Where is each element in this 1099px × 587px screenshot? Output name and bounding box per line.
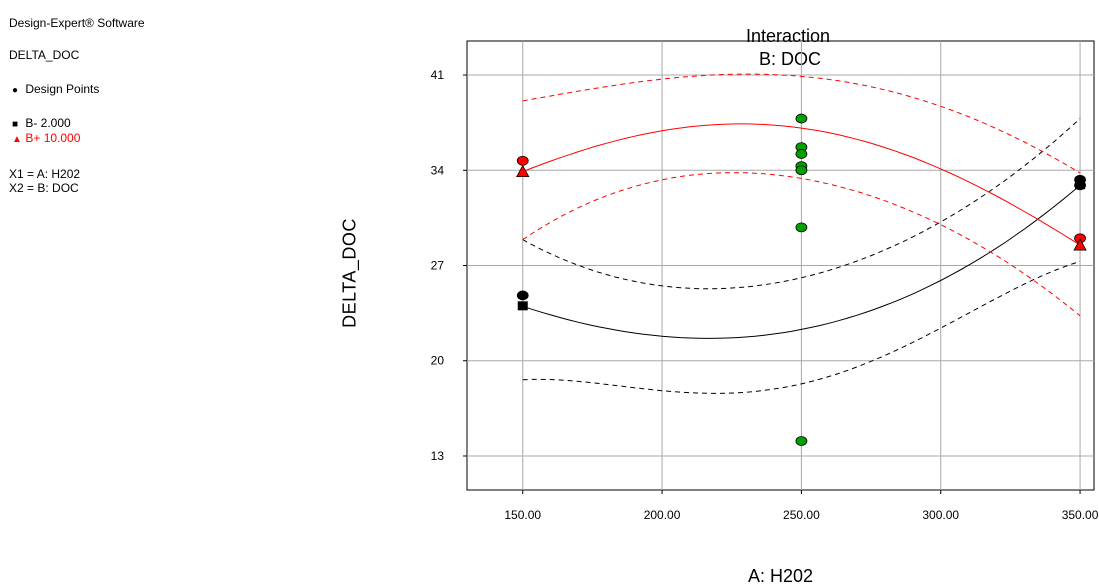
y-tick-label: 20	[431, 354, 445, 368]
x-tick-label: 150.00	[504, 508, 541, 522]
design-point-center	[796, 114, 807, 123]
y-tick-label: 13	[431, 449, 445, 463]
y-tick-label: 34	[431, 163, 445, 177]
design-point-center	[796, 166, 807, 175]
x-tick-label: 300.00	[922, 508, 959, 522]
x-tick-label: 350.00	[1062, 508, 1099, 522]
design-point-high	[517, 156, 528, 165]
y-tick-label: 27	[431, 259, 445, 273]
x-tick-label: 250.00	[783, 508, 820, 522]
design-point-center	[796, 223, 807, 232]
series-marker-square	[518, 301, 528, 310]
series-marker-square	[1075, 180, 1085, 189]
series-marker-triangle	[517, 166, 529, 177]
x-tick-label: 200.00	[644, 508, 681, 522]
design-point-center	[796, 149, 807, 158]
design-point-center	[796, 437, 807, 446]
y-tick-label: 41	[431, 68, 445, 82]
design-point-low	[517, 291, 528, 300]
